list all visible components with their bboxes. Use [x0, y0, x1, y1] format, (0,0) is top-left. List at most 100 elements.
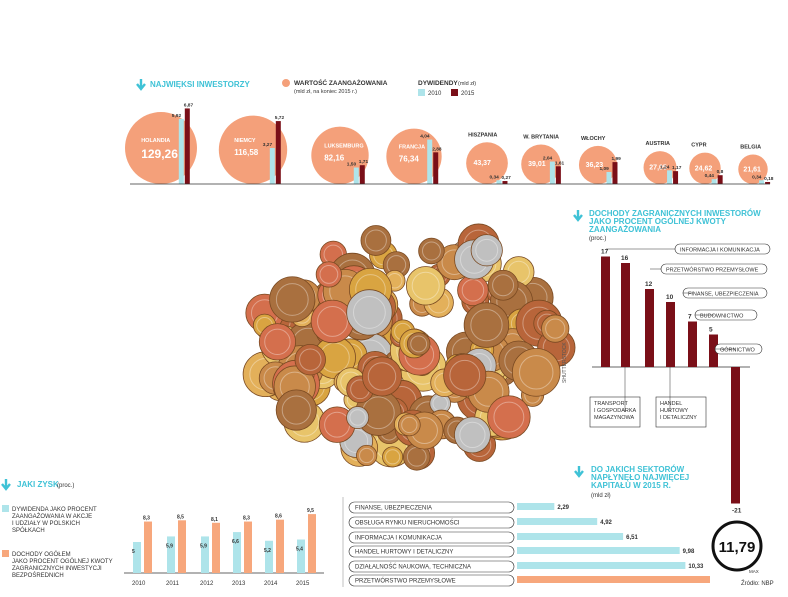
income-chart: 17 16 12 10 7 5 -21 INFORMACJA I KOMUNIKACJA PRZ… — [589, 243, 771, 515]
investment-value-label: 116,58 — [234, 148, 259, 157]
profit-dividend-label: 6,6 — [232, 539, 239, 545]
country-label: WŁOCHY — [581, 136, 606, 142]
legend-2010-label: 2010 — [428, 91, 442, 97]
coin — [443, 353, 487, 397]
profit-legend: DYWIDENDA JAKO PROCENT ZAANGAŻOWANIA W A… — [2, 505, 113, 579]
profit-dividend-bar — [201, 536, 209, 573]
coin — [398, 413, 421, 437]
profit-legend-2-line2: JAKO PROCENT OGÓLNEJ KWOTY — [12, 558, 113, 565]
income-category-label: I GOSPODARKA — [594, 408, 637, 414]
dividend-bar-2015 — [433, 152, 439, 184]
dividend-2015-label: 1,99 — [611, 156, 621, 162]
profit-total-bar — [178, 520, 186, 573]
flow-category-label: FINANSE, UBEZPIECZENIA — [355, 506, 432, 512]
dividend-2015-label: 6,87 — [184, 102, 194, 108]
profit-legend-1-line4: SPÓŁKACH — [12, 527, 45, 534]
dividend-bar-2015 — [502, 181, 508, 184]
coin-rim — [385, 449, 401, 465]
coin-rim — [492, 274, 515, 297]
coin — [269, 276, 316, 323]
income-category-label: TRANSPORT — [594, 401, 628, 407]
arrow-down-icon — [136, 79, 146, 91]
profit-dividend-bar — [133, 542, 141, 573]
coin-rim — [493, 401, 525, 433]
profit-total-label: 8,3 — [243, 516, 250, 522]
profit-total-bar — [308, 514, 316, 573]
flow-bar — [517, 547, 680, 554]
coin — [346, 289, 393, 336]
coin-rim — [411, 271, 440, 300]
coin-rim — [349, 409, 366, 426]
income-value-label: 10 — [666, 294, 674, 301]
coin — [294, 343, 326, 376]
dividend-bar-2010 — [549, 161, 555, 184]
max-value-label: 11,79 — [719, 539, 756, 556]
country-label: LUKSEMBURG — [324, 143, 363, 149]
country-label: W. BRYTANIA — [523, 134, 559, 140]
income-bar — [621, 263, 630, 367]
dividend-bar-2015 — [612, 162, 618, 184]
profit-legend-2-line3: ZAGRANICZNYCH INWESTYCJI — [12, 566, 102, 572]
investors-title: NAJWIĘKSI INWESTORZY — [150, 80, 251, 89]
profit-dividend-bar — [265, 540, 273, 573]
dividend-2010-label: 1,09 — [599, 166, 609, 172]
dividend-2015-label: 0,8 — [717, 169, 724, 175]
dividend-bar-2015 — [275, 121, 281, 184]
investment-value-label: 43,37 — [473, 160, 491, 167]
investors-header: NAJWIĘKSI INWESTORZY WARTOŚĆ ZAANGAŻOWAN… — [136, 78, 476, 97]
investment-circle — [689, 152, 721, 184]
dividend-bar-2010 — [667, 170, 673, 184]
flow-bar — [517, 576, 710, 583]
coin — [487, 269, 519, 301]
flow-bar — [517, 503, 555, 510]
photo-credit: SHUTTERSTOCK — [562, 342, 568, 383]
flow-title-line3: KAPITAŁU W 2015 R. — [591, 481, 671, 490]
flow-category-tag — [348, 501, 515, 514]
flow-header: DO JAKICH SEKTORÓW NAPŁYNĘŁO NAJWIĘCEJ K… — [574, 465, 689, 499]
dividend-bar-2010 — [711, 179, 717, 184]
profit-dividend-label: 5 — [132, 549, 135, 555]
income-title-line2: JAKO PROCENT OGÓLNEJ KWOTY — [589, 217, 727, 226]
flow-value-label: 10,33 — [688, 564, 704, 570]
profit-unit: (proc.) — [57, 483, 74, 489]
coin — [258, 323, 296, 361]
dividend-2010-label: 3,27 — [263, 142, 273, 148]
income-value-label: 7 — [688, 314, 692, 321]
legend-value-label: WARTOŚĆ ZAANGAŻOWANIA — [294, 78, 388, 87]
profit-dividend-bar — [167, 536, 175, 573]
profit-dividend-label: 5,4 — [296, 547, 303, 553]
coin — [418, 237, 445, 265]
flow-category-label: INFORMACJA I KOMUNIKACJA — [355, 536, 442, 542]
dividend-2015-label: 1,71 — [359, 159, 369, 165]
profit-year-label: 2014 — [264, 581, 278, 587]
coin-rim — [264, 328, 291, 356]
dividend-bar-2015 — [359, 165, 365, 184]
coin — [361, 356, 403, 397]
coin-rim — [401, 416, 418, 434]
profit-legend-swatch-1 — [2, 505, 9, 512]
flow-value-label: 2,29 — [557, 505, 569, 511]
arrow-down-icon — [1, 479, 11, 491]
investors-chart: HOLANDIA 129,26 5,926,87 NIEMCY 116,58 3,27 5,… — [125, 102, 774, 185]
coin-rim — [352, 296, 386, 329]
flow-bar — [517, 533, 624, 540]
flow-chart: FINANSE, UBEZPIECZENIA 2,29 OBSŁUGA RYNKU … — [348, 501, 763, 587]
profit-total-label: 8,6 — [275, 514, 282, 520]
dividend-2010-label: 4,04 — [420, 134, 430, 140]
income-value-label: 16 — [621, 255, 629, 262]
coin — [463, 302, 510, 348]
profit-total-label: 9,5 — [307, 508, 314, 514]
income-header: DOCHODY ZAGRANICZNYCH INWESTORÓW JAKO PR… — [573, 209, 761, 242]
coin — [454, 416, 491, 454]
coin — [360, 225, 392, 256]
coin-rim — [275, 283, 309, 316]
profit-legend-1-line2: ZAANGAŻOWANIA W AKCJE — [12, 513, 92, 520]
dividend-bar-2010 — [178, 118, 184, 184]
flow-category-label: DZIAŁALNOŚĆ NAUKOWA, TECHNICZNA — [355, 563, 471, 571]
profit-legend-1-line1: DYWIDENDA JAKO PROCENT — [12, 507, 97, 513]
income-category-label: GÓRNICTWO — [720, 347, 756, 354]
investment-value-label: 39,01 — [528, 161, 546, 168]
income-category-label: HANDEL — [660, 401, 682, 407]
profit-dividend-label: 5,9 — [200, 543, 207, 549]
dividend-2010-label: 0,44 — [705, 173, 715, 179]
